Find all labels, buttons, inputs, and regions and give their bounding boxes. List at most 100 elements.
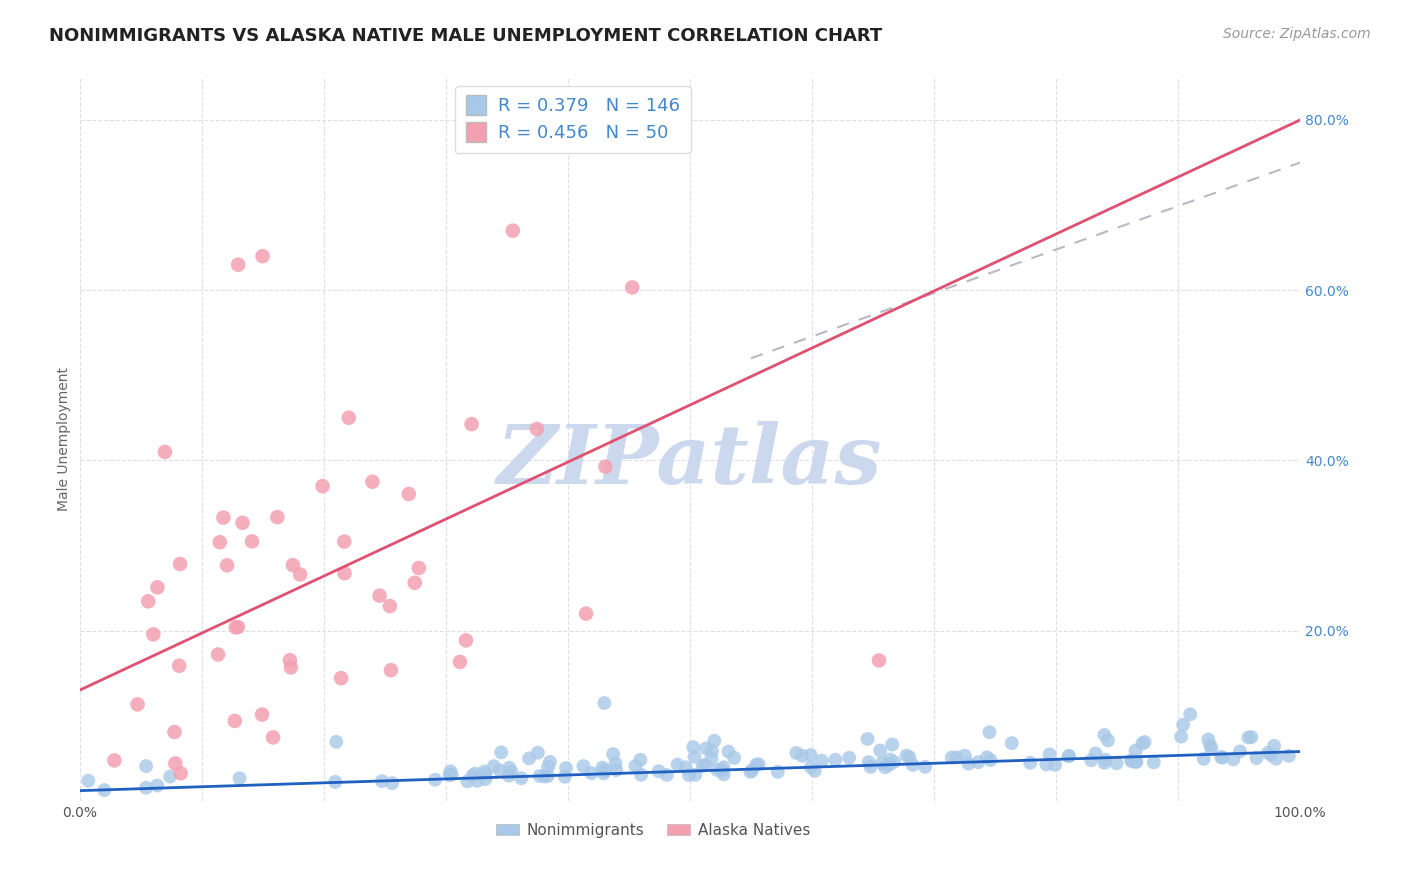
Point: [869, 743, 891, 757]
Point: [692, 759, 714, 773]
Point: [655, 768, 678, 782]
Point: [1246, 751, 1268, 765]
Point: [1192, 752, 1215, 766]
Point: [225, 620, 247, 634]
Point: [165, 756, 187, 771]
Point: [498, 769, 520, 783]
Point: [167, 658, 190, 673]
Point: [695, 757, 717, 772]
Point: [439, 768, 461, 782]
Point: [824, 753, 846, 767]
Point: [621, 280, 644, 294]
Point: [465, 773, 488, 788]
Point: [1212, 750, 1234, 764]
Point: [380, 663, 402, 677]
Point: [695, 741, 717, 756]
Point: [1260, 747, 1282, 762]
Point: [858, 755, 880, 769]
Point: [706, 763, 728, 777]
Point: [423, 772, 446, 787]
Point: [498, 761, 520, 775]
Point: [224, 714, 246, 728]
Point: [1043, 758, 1066, 772]
Point: [517, 751, 540, 765]
Point: [136, 594, 159, 608]
Point: [93, 783, 115, 797]
Point: [163, 725, 186, 739]
Point: [1170, 730, 1192, 744]
Point: [554, 770, 576, 784]
Point: [575, 607, 598, 621]
Point: [1240, 730, 1263, 744]
Point: [628, 753, 651, 767]
Point: [449, 655, 471, 669]
Point: [440, 767, 463, 781]
Point: [281, 558, 304, 573]
Point: [1097, 733, 1119, 747]
Point: [333, 566, 356, 581]
Point: [464, 766, 486, 780]
Point: [337, 410, 360, 425]
Point: [1278, 748, 1301, 763]
Point: [502, 224, 524, 238]
Text: ZIPatlas: ZIPatlas: [498, 421, 883, 501]
Point: [408, 561, 430, 575]
Point: [311, 479, 333, 493]
Point: [710, 763, 733, 777]
Point: [474, 767, 496, 781]
Point: [127, 698, 149, 712]
Point: [856, 731, 879, 746]
Point: [529, 769, 551, 783]
Point: [1084, 747, 1107, 761]
Point: [592, 766, 614, 780]
Point: [1019, 756, 1042, 770]
Point: [979, 725, 1001, 739]
Point: [593, 696, 616, 710]
Point: [330, 671, 353, 685]
Point: [215, 558, 238, 573]
Point: [538, 755, 561, 769]
Point: [1237, 731, 1260, 745]
Point: [1143, 756, 1166, 770]
Point: [1119, 754, 1142, 768]
Point: [882, 738, 904, 752]
Point: [957, 756, 980, 771]
Point: [537, 769, 560, 783]
Point: [647, 764, 669, 779]
Point: [527, 746, 550, 760]
Point: [800, 747, 823, 762]
Point: [135, 759, 157, 773]
Point: [1105, 756, 1128, 771]
Point: [745, 757, 768, 772]
Point: [368, 589, 391, 603]
Point: [510, 771, 533, 785]
Point: [700, 744, 723, 758]
Point: [1094, 753, 1116, 767]
Point: [232, 516, 254, 530]
Point: [1092, 728, 1115, 742]
Point: [748, 757, 770, 772]
Point: [976, 750, 998, 764]
Point: [501, 764, 523, 779]
Point: [146, 580, 169, 594]
Point: [489, 764, 512, 778]
Point: [169, 766, 191, 780]
Point: [533, 770, 555, 784]
Point: [1180, 707, 1202, 722]
Point: [1057, 749, 1080, 764]
Point: [979, 753, 1001, 767]
Point: [953, 748, 976, 763]
Point: [785, 746, 807, 760]
Point: [666, 757, 689, 772]
Point: [713, 760, 735, 774]
Point: [810, 754, 832, 768]
Point: [1125, 755, 1147, 769]
Point: [624, 759, 647, 773]
Point: [723, 751, 745, 765]
Point: [1035, 757, 1057, 772]
Point: [1263, 739, 1285, 753]
Point: [838, 751, 860, 765]
Point: [252, 249, 274, 263]
Point: [472, 764, 495, 779]
Point: [240, 534, 263, 549]
